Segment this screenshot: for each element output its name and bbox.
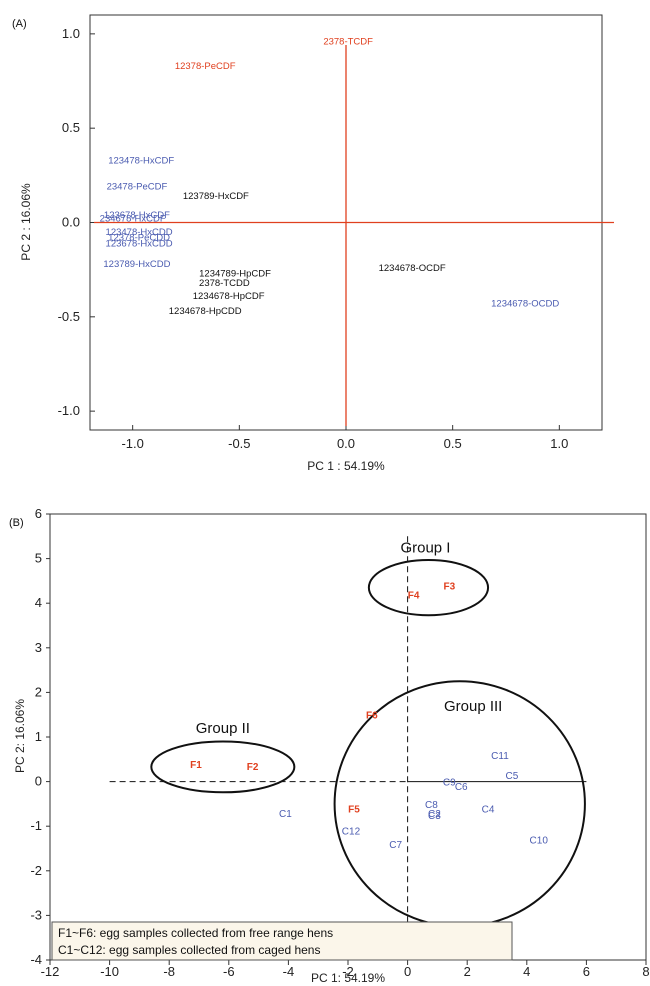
group-label-group-i: Group I [400, 539, 450, 556]
panel-a-point-1234789-hpcdf: 1234789-HpCDF [199, 268, 271, 279]
panel-a-point-123678-hxcdf: 123678-HxCDF [104, 210, 170, 221]
panel-b-point-c6: C6 [455, 782, 468, 793]
panel-b-chart: (B) PC 1: 54.19% PC 2: 16.06% -12 -10 -8 -6… [9, 506, 650, 985]
panel-b-x-tick-label: 6 [583, 964, 590, 979]
panel-b-groups: Group I Group II Group III [150, 539, 586, 928]
group-ellipse-group-ii [150, 740, 296, 794]
panel-b-point-c2: C2 [428, 809, 441, 820]
panel-a-ticks: -1.0 -0.5 0.0 0.5 1.0 1.0 0.5 0.0 -0.5 -1.0 [58, 26, 569, 451]
panel-a-point-123478-hxcdf: 123478-HxCDF [108, 155, 174, 166]
panel-b-y-axis-label: PC 2: 16.06% [13, 699, 27, 773]
panel-a-x-tick-label: 0.5 [444, 436, 462, 451]
panel-b-x-tick-label: 8 [642, 964, 649, 979]
group-label-group-iii: Group III [444, 698, 502, 715]
panel-a-y-tick-label: 0.5 [62, 120, 80, 135]
panel-a-point-123789-hxcdd: 123789-HxCDD [103, 259, 170, 270]
panel-b-point-c3: C3 [428, 811, 441, 822]
panel-b-y-tick-label: 6 [35, 506, 42, 521]
panel-b-y-tick-label: -4 [30, 952, 42, 967]
panel-b-point-c12: C12 [342, 827, 361, 838]
panel-a-x-tick-label: -0.5 [228, 436, 250, 451]
panel-a-point-23478-pecdf: 23478-PeCDF [107, 182, 168, 193]
panel-b-y-tick-label: -1 [30, 818, 42, 833]
panel-b-point-f3: F3 [443, 581, 455, 592]
panel-a-x-tick-label: 0.0 [337, 436, 355, 451]
panel-a-y-tick-label: -0.5 [58, 309, 80, 324]
panel-a-point-1234678-hpcdf: 1234678-HpCDF [193, 291, 265, 302]
panel-b-x-tick-label: 4 [523, 964, 530, 979]
panel-b-point-c9: C9 [443, 778, 456, 789]
panel-a-points: 2378-TCDF 12378-PeCDF 123478-HxCDF 23478-Pe… [100, 36, 560, 317]
panel-a-point-234678-hxcdf: 234678-HxCDF [100, 214, 166, 225]
panel-b-y-tick-label: 0 [35, 774, 42, 789]
panel-b-x-tick-label: 0 [404, 964, 411, 979]
panel-a-point-2378-tcdf: 2378-TCDF [323, 36, 373, 47]
panel-b-reference-lines [109, 536, 587, 956]
legend-entry-caged: C1~C12: egg samples collected from caged… [58, 943, 320, 957]
panel-b-x-axis-label: PC 1: 54.19% [311, 971, 385, 985]
panel-b-y-tick-label: 1 [35, 729, 42, 744]
panel-b-point-c1: C1 [279, 809, 292, 820]
panel-a-point-2378-tcdd: 2378-TCDD [199, 278, 250, 289]
panel-b-point-c8: C8 [425, 800, 438, 811]
panel-b-point-f6: F6 [366, 711, 378, 722]
panel-a-point-12378-pecdd: 12378-PeCDD [108, 233, 170, 244]
panel-b-x-tick-label: -6 [223, 964, 235, 979]
panel-a-point-1234678-hpcdd: 1234678-HpCDD [169, 306, 242, 317]
panel-b-plot-frame [49, 513, 647, 961]
panel-a-y-tick-label: -1.0 [58, 403, 80, 418]
panel-a-point-123789-hxcdf: 123789-HxCDF [183, 191, 249, 202]
panel-a-y-tick-label: 0.0 [62, 215, 80, 230]
panel-b-point-c7: C7 [389, 840, 402, 851]
panel-a-point-123678-hxcdd: 123678-HxCDD [106, 238, 173, 249]
group-label-group-ii: Group II [196, 720, 250, 737]
panel-b-point-f4: F4 [408, 590, 420, 601]
panel-b-point-c5: C5 [506, 771, 519, 782]
panel-a-y-axis-label: PC 2 : 16.06% [19, 183, 33, 261]
panel-b-point-c11: C11 [491, 751, 509, 762]
panel-a-y-tick-label: 1.0 [62, 26, 80, 41]
panel-b-legend: F1~F6: egg samples collected from free r… [51, 921, 513, 961]
panel-b-y-tick-label: 2 [35, 684, 42, 699]
panel-b-x-tick-label: -10 [100, 964, 119, 979]
panel-b-point-c10: C10 [530, 836, 549, 847]
panel-a-x-tick-label: 1.0 [550, 436, 568, 451]
panel-b-y-tick-label: -3 [30, 907, 42, 922]
panel-a-point-12378-pecdf: 12378-PeCDF [175, 61, 236, 72]
panel-b-point-f5: F5 [348, 804, 360, 815]
panel-a-chart: (A) PC 1 : 54.19% PC 2 : 16.06% -1.0 -0.5… [12, 14, 614, 473]
panel-a-point-123478-hxcdd: 123478-HxCDD [106, 227, 173, 238]
panel-b-x-tick-label: -12 [41, 964, 60, 979]
panel-b-y-tick-label: -2 [30, 863, 42, 878]
panel-b-x-tick-label: -2 [342, 964, 354, 979]
panel-b-y-tick-label: 3 [35, 640, 42, 655]
panel-b-point-f1: F1 [190, 760, 202, 771]
panel-a-reference-lines [94, 45, 614, 426]
group-ellipse-group-i [367, 558, 490, 617]
panel-b-x-tick-label: 2 [464, 964, 471, 979]
panel-a-point-1234678-ocdd: 1234678-OCDD [491, 299, 559, 310]
panel-b-y-tick-label: 4 [35, 595, 42, 610]
panel-b-x-tick-label: -4 [283, 964, 295, 979]
panel-b-ticks: -12 -10 -8 -6 -4 -2 0 2 4 6 8 6 5 4 3 2 1 0 -1 -2 -3 -4 [30, 506, 649, 979]
panel-b-label: (B) [9, 517, 24, 529]
panel-b-point-f2: F2 [247, 762, 259, 773]
legend-box [51, 921, 513, 961]
panel-a-label: (A) [12, 18, 27, 30]
legend-entry-free-range: F1~F6: egg samples collected from free r… [58, 926, 333, 940]
panel-a-x-tick-label: -1.0 [121, 436, 143, 451]
panel-a-point-1234678-ocdf: 1234678-OCDF [379, 263, 446, 274]
panel-a-x-axis-label: PC 1 : 54.19% [307, 459, 385, 473]
panel-b-point-c4: C4 [482, 804, 495, 815]
panel-b-x-tick-label: -8 [163, 964, 175, 979]
panel-b-y-tick-label: 5 [35, 551, 42, 566]
